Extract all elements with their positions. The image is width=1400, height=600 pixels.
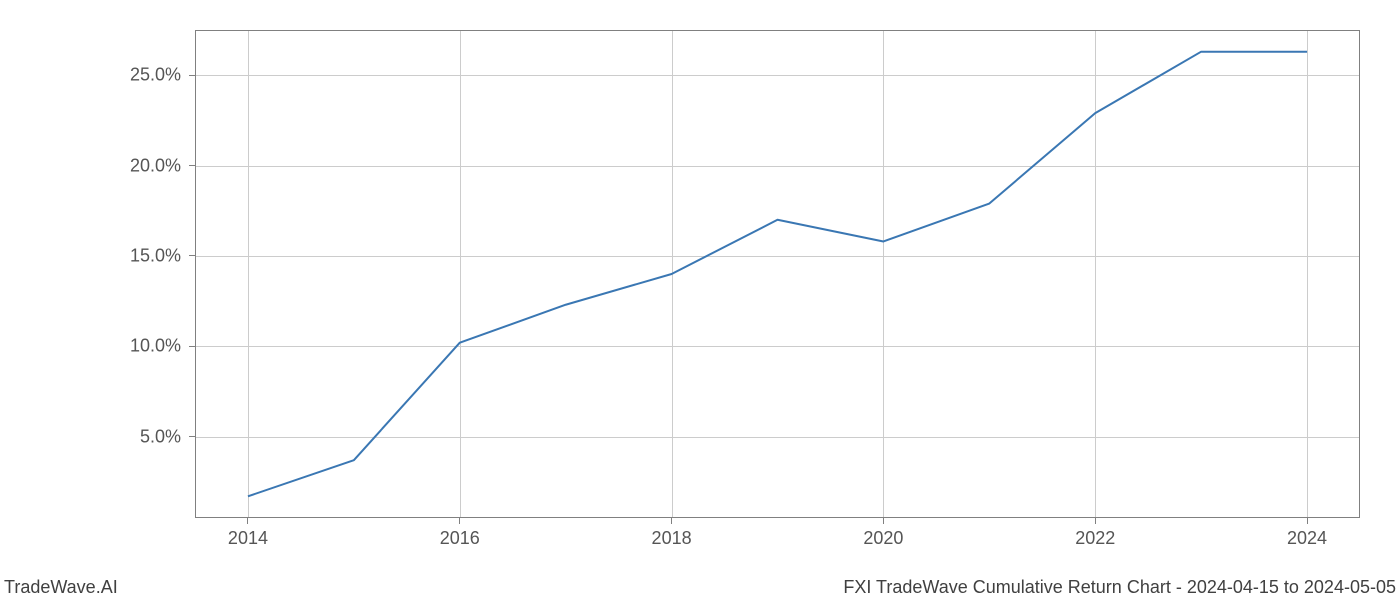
plot-area — [195, 30, 1360, 518]
y-tick-label: 5.0% — [121, 426, 181, 447]
x-tick-mark — [1095, 518, 1096, 524]
footer-left-label: TradeWave.AI — [4, 577, 118, 598]
y-tick-label: 10.0% — [121, 336, 181, 357]
x-tick-label: 2020 — [863, 528, 903, 549]
x-tick-label: 2024 — [1287, 528, 1327, 549]
y-tick-label: 15.0% — [121, 245, 181, 266]
x-tick-mark — [247, 518, 248, 524]
x-tick-label: 2014 — [228, 528, 268, 549]
y-tick-label: 20.0% — [121, 155, 181, 176]
x-tick-label: 2016 — [440, 528, 480, 549]
series-line-cumulative-return — [248, 52, 1307, 497]
x-tick-mark — [1307, 518, 1308, 524]
footer-right-label: FXI TradeWave Cumulative Return Chart - … — [843, 577, 1396, 598]
x-tick-label: 2018 — [652, 528, 692, 549]
chart-container: TradeWave.AI FXI TradeWave Cumulative Re… — [0, 0, 1400, 600]
y-tick-mark — [189, 436, 195, 437]
x-tick-mark — [883, 518, 884, 524]
y-tick-mark — [189, 75, 195, 76]
y-tick-mark — [189, 346, 195, 347]
y-tick-mark — [189, 255, 195, 256]
line-series-svg — [195, 30, 1360, 518]
x-tick-mark — [671, 518, 672, 524]
x-tick-label: 2022 — [1075, 528, 1115, 549]
y-tick-label: 25.0% — [121, 65, 181, 86]
y-tick-mark — [189, 165, 195, 166]
x-tick-mark — [459, 518, 460, 524]
